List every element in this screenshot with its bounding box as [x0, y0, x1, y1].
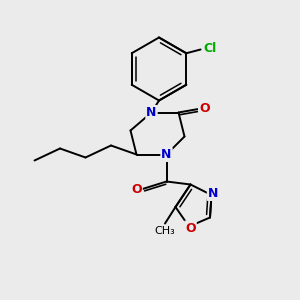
- Text: N: N: [208, 187, 218, 200]
- Text: N: N: [161, 148, 172, 161]
- Text: O: O: [131, 183, 142, 196]
- Text: O: O: [185, 221, 196, 235]
- Text: O: O: [199, 102, 210, 116]
- Text: CH₃: CH₃: [154, 226, 176, 236]
- Text: Cl: Cl: [203, 41, 216, 55]
- Text: N: N: [146, 106, 157, 119]
